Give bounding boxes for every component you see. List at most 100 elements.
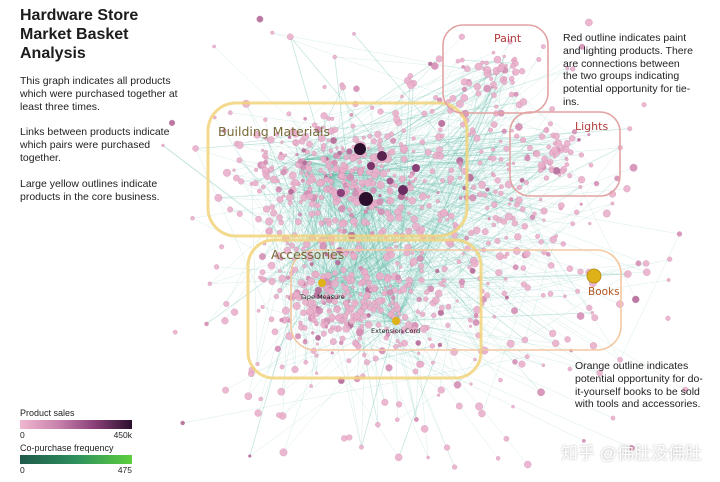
network-link xyxy=(346,189,473,198)
product-node xyxy=(280,168,287,176)
product-node xyxy=(417,351,421,355)
network-link xyxy=(288,277,323,284)
product-node xyxy=(370,187,377,194)
product-node xyxy=(283,153,287,157)
product-node xyxy=(261,166,269,174)
product-node xyxy=(529,214,536,221)
network-link xyxy=(463,170,552,254)
network-link xyxy=(249,174,331,457)
product-node xyxy=(440,178,445,183)
product-node xyxy=(395,417,400,422)
product-node xyxy=(302,339,308,345)
product-node xyxy=(252,180,259,187)
product-node xyxy=(381,290,388,297)
product-node xyxy=(543,175,550,181)
network-link xyxy=(278,187,329,222)
product-node xyxy=(682,386,689,393)
product-node xyxy=(322,171,327,175)
product-node xyxy=(264,136,269,141)
product-node xyxy=(291,257,296,261)
product-node xyxy=(324,252,329,257)
product-node xyxy=(214,193,223,202)
product-node xyxy=(490,121,498,128)
legend-copurchase-min: 0 xyxy=(20,465,25,475)
product-node xyxy=(330,137,337,144)
group-label-books: Books xyxy=(588,286,620,298)
network-link xyxy=(369,171,433,288)
product-node xyxy=(255,215,262,223)
network-link xyxy=(265,59,498,175)
product-node xyxy=(223,300,230,307)
network-link xyxy=(381,191,391,212)
network-link xyxy=(299,159,375,303)
product-node xyxy=(388,251,395,259)
product-node xyxy=(260,305,265,310)
network-link xyxy=(353,184,397,322)
product-node xyxy=(332,54,337,60)
product-node xyxy=(365,169,373,176)
network-link xyxy=(360,255,392,295)
product-node xyxy=(491,50,496,55)
product-node xyxy=(515,123,523,131)
product-node xyxy=(509,197,514,202)
network-link xyxy=(367,130,404,209)
network-nodes xyxy=(161,15,689,470)
product-node xyxy=(510,63,516,69)
network-link xyxy=(387,188,627,214)
product-node xyxy=(567,149,574,156)
product-node xyxy=(277,287,283,293)
network-link xyxy=(375,358,379,425)
product-node xyxy=(318,168,324,173)
product-node xyxy=(400,155,408,163)
product-node xyxy=(417,361,425,368)
product-node xyxy=(223,168,231,177)
network-link xyxy=(339,148,361,231)
product-node xyxy=(227,206,234,213)
product-node xyxy=(422,179,427,184)
product-node xyxy=(275,186,282,193)
product-node xyxy=(429,168,436,174)
product-node xyxy=(376,181,385,190)
network-link xyxy=(331,296,565,300)
product-node xyxy=(292,130,300,138)
product-node xyxy=(301,132,310,141)
network-link xyxy=(313,197,412,265)
network-link xyxy=(395,41,511,322)
product-node xyxy=(332,126,339,133)
product-node xyxy=(354,178,359,183)
product-node xyxy=(304,172,309,177)
network-link xyxy=(276,296,416,372)
network-link xyxy=(329,174,620,305)
network-link xyxy=(432,178,618,347)
group-label-accessories: Accessories xyxy=(271,247,344,262)
network-link xyxy=(509,203,557,237)
network-link xyxy=(370,179,425,182)
product-node xyxy=(341,435,348,442)
product-node xyxy=(461,65,465,69)
product-node xyxy=(437,309,445,316)
network-link xyxy=(330,174,430,340)
network-link xyxy=(392,183,680,235)
product-node xyxy=(426,455,430,460)
network-link xyxy=(355,68,468,169)
network-link xyxy=(419,270,438,300)
product-node xyxy=(264,155,269,161)
network-link xyxy=(448,101,450,242)
product-node xyxy=(288,242,295,249)
product-node xyxy=(363,179,372,187)
product-node xyxy=(665,315,671,321)
product-node xyxy=(472,319,480,326)
product-node xyxy=(292,140,297,145)
network-link xyxy=(289,36,424,197)
product-node xyxy=(363,209,368,214)
network-link xyxy=(299,159,415,331)
product-node xyxy=(506,339,515,348)
product-node xyxy=(248,454,252,458)
product-node xyxy=(362,352,367,358)
product-node xyxy=(412,368,419,375)
product-node xyxy=(315,307,324,315)
product-node xyxy=(323,176,330,183)
network-link xyxy=(422,214,448,238)
product-node xyxy=(231,308,239,316)
product-node xyxy=(384,275,392,283)
